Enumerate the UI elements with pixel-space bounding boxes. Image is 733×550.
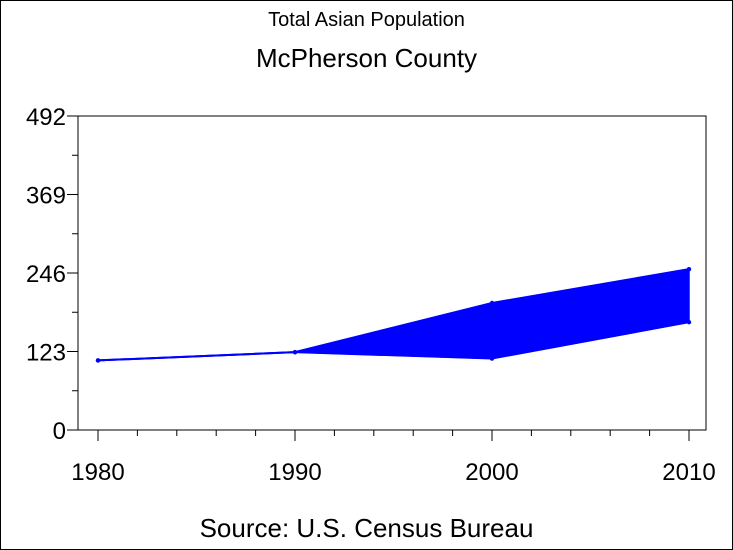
- y-tick-label: 492: [26, 104, 66, 131]
- series-line-2: [97, 321, 690, 362]
- data-marks: [95, 266, 692, 363]
- y-tick-label: 0: [53, 418, 66, 445]
- series-1-point: [489, 300, 495, 306]
- y-tick-label: 246: [26, 261, 66, 288]
- x-tick-label: 1990: [268, 459, 321, 486]
- source-note: Source: U.S. Census Bureau: [199, 513, 534, 543]
- x-axis: 1980 1990 2000 2010: [71, 430, 716, 486]
- chart-subtitle: Total Asian Population: [268, 9, 465, 31]
- x-tick-label: 1980: [71, 459, 124, 486]
- plot-border: [77, 115, 707, 431]
- y-axis: 0 123 246 369 492: [26, 104, 78, 445]
- series-1-point: [686, 266, 692, 272]
- series-2-point: [489, 356, 495, 361]
- x-tick-label: 2010: [662, 459, 715, 486]
- y-tick-label: 123: [26, 340, 66, 367]
- range-band: [97, 268, 690, 362]
- x-tick-label: 2000: [465, 459, 518, 486]
- chart-title: McPherson County: [255, 43, 478, 73]
- series-2-point: [95, 358, 101, 363]
- series-2-point: [292, 349, 298, 355]
- series-2-point: [686, 319, 692, 325]
- y-tick-label: 369: [26, 183, 66, 210]
